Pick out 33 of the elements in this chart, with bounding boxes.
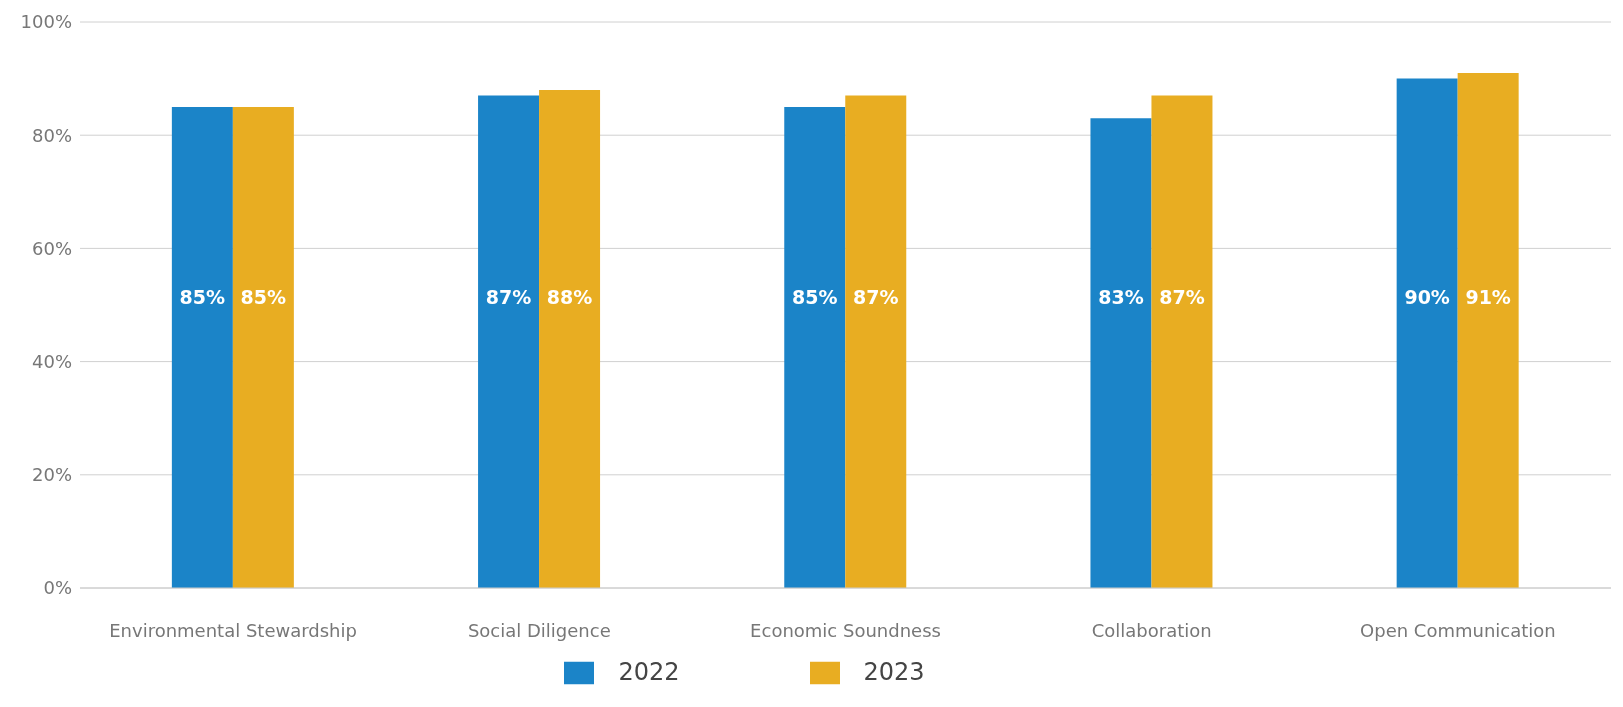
data-label: 87% [1159,285,1205,308]
y-tick-label: 0% [43,577,72,599]
legend-label: 2023 [863,658,925,686]
y-tick-label: 40% [31,350,72,372]
bar [1090,118,1152,588]
bar [539,89,601,588]
bar [1151,95,1213,588]
bar [784,106,846,588]
y-tick-label: 100% [20,11,72,33]
data-label: 83% [1098,285,1144,308]
data-label: 87% [853,285,899,308]
data-label: 85% [792,285,838,308]
data-label: 87% [485,285,532,308]
data-label: 88% [546,285,593,308]
data-label: 91% [1465,285,1511,308]
bar [1396,78,1458,588]
x-tick-label: Economic Soundness [750,619,941,641]
data-label: 85% [179,285,226,308]
bar [478,95,540,588]
bar [845,95,907,588]
data-label: 85% [240,285,287,308]
y-tick-label: 60% [31,237,72,259]
bar [232,106,294,588]
x-tick-label: Social Diligence [467,619,611,641]
bar [171,106,233,588]
data-label: 90% [1404,285,1450,308]
y-tick-label: 80% [31,124,72,146]
legend-label: 2022 [618,658,680,686]
x-tick-label: Open Communication [1360,619,1556,641]
x-tick-label: Collaboration [1091,619,1212,641]
x-tick-label: Environmental Stewardship [109,619,357,641]
bar [1457,72,1519,588]
y-tick-label: 20% [31,464,72,486]
